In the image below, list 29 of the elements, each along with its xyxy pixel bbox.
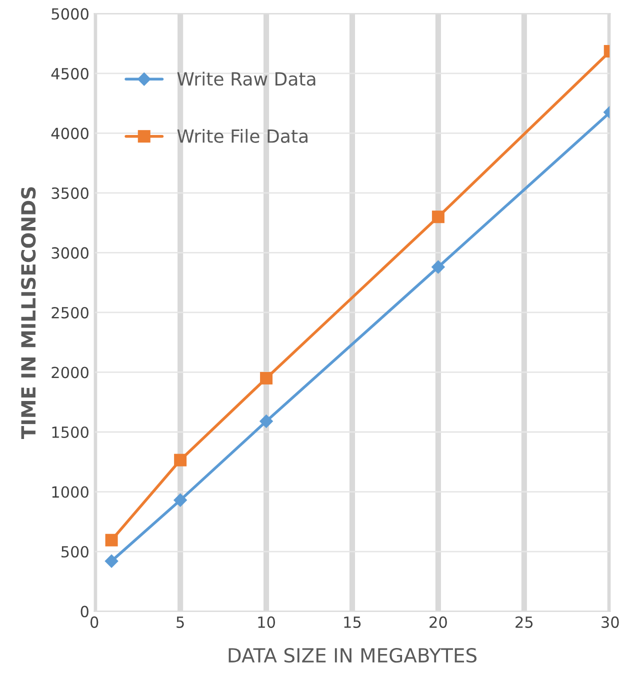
y-tick-label: 5000 [52,8,88,20]
y-tick-label: 1500 [52,426,88,438]
x-tick-label: 25 [516,616,533,628]
point [104,554,118,568]
point [260,372,273,384]
y-tick-label: 2500 [52,306,88,318]
y-tick-label: 0 [80,606,88,618]
x-tick-label: 10 [258,616,275,628]
x-tick-label: 30 [602,616,619,628]
legend-label: Write Raw Data [177,72,316,86]
x-axis-title: DATA SIZE IN MEGABYTES [228,648,476,663]
y-tick-label: 2000 [52,366,88,378]
x-tick-label: 5 [176,616,184,628]
y-tick-label: 3500 [52,187,88,199]
point [174,454,187,466]
y-tick-label: 4500 [51,68,88,80]
x-tick-label: 15 [344,616,361,628]
point [105,534,118,546]
y-tick-label: 3000 [52,247,88,259]
y-tick-label: 1000 [52,486,88,498]
point [173,493,188,507]
y-tick-label: 4000 [51,128,88,140]
point [259,414,274,428]
x-tick-label: 0 [90,616,98,628]
point [432,210,444,224]
legend-label: Write File Data [177,128,308,143]
y-tick-label: 500 [62,546,88,558]
y-axis-title: TIME IN MILLISECONDS [21,187,36,440]
x-tick-label: 20 [430,616,447,628]
